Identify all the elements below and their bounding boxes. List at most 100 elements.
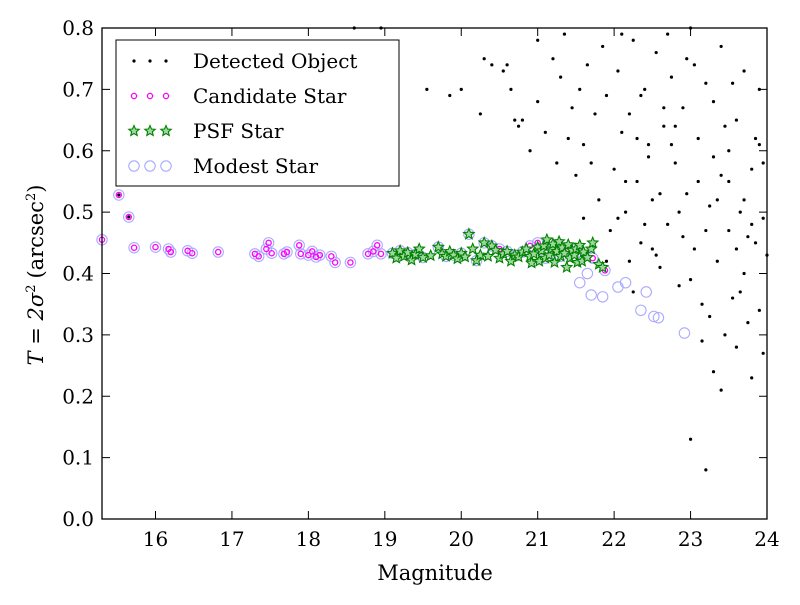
- y-tick-label: 0.4: [62, 262, 94, 286]
- detected-object-point: [639, 93, 643, 98]
- detected-object-point: [734, 118, 739, 122]
- detected-object-point: [604, 93, 609, 98]
- modest-star-point: [329, 256, 341, 269]
- candidate-star-point: [130, 244, 138, 251]
- detected-object-point: [692, 247, 696, 251]
- detected-object-point: [727, 228, 731, 233]
- detected-object-point: [688, 437, 693, 441]
- detected-object-point: [723, 333, 727, 337]
- y-tick-label: 0.3: [62, 323, 94, 347]
- detected-object-point: [757, 308, 761, 312]
- detected-object-point: [513, 118, 517, 122]
- detected-object-point: [753, 136, 758, 141]
- detected-object-point: [700, 339, 704, 343]
- candidate-star-point: [115, 191, 123, 199]
- modest-star-point: [596, 291, 609, 303]
- candidate-star-point: [370, 248, 377, 255]
- modest-star-point: [123, 211, 135, 223]
- x-axis-label: Magnitude: [377, 561, 493, 585]
- detected-object-point: [616, 216, 620, 220]
- detected-object-point: [482, 57, 486, 61]
- psf-star-point: [431, 240, 445, 253]
- detected-object-point: [742, 271, 746, 276]
- detected-object-point: [589, 161, 593, 165]
- modest-star-point: [581, 267, 594, 280]
- detected-object-point: [635, 136, 639, 141]
- candidate-star-point: [347, 259, 354, 266]
- modest-star-point: [281, 246, 293, 258]
- detected-object-point: [127, 215, 131, 219]
- psf-star-point: [424, 248, 438, 262]
- detected-object-point: [719, 44, 723, 49]
- modest-star-point: [612, 281, 624, 293]
- x-tick-label: 16: [143, 527, 168, 551]
- detected-object-point: [650, 247, 654, 251]
- candidate-star-point: [265, 239, 272, 247]
- legend-marker-psf-star: [143, 124, 157, 137]
- psf-star-point: [580, 250, 594, 264]
- detected-object-point: [711, 155, 716, 159]
- detected-object-point: [509, 87, 513, 91]
- detected-object-point: [742, 69, 746, 73]
- detected-object-point: [723, 124, 727, 128]
- candidate-star-point: [263, 245, 270, 253]
- detected-object-point: [685, 192, 689, 196]
- detected-object-point: [570, 106, 574, 110]
- detected-object-point: [704, 228, 708, 233]
- detected-object-point: [528, 149, 532, 153]
- detected-object-point: [669, 75, 674, 79]
- detected-object-point: [566, 136, 570, 141]
- detected-object-point: [543, 130, 547, 134]
- detected-object-point: [746, 321, 750, 325]
- legend-marker-psf-star: [159, 124, 173, 137]
- detected-object-point: [555, 161, 559, 165]
- modest-star-point: [325, 250, 338, 263]
- modest-star-point: [635, 304, 647, 317]
- detected-object-point: [623, 179, 628, 184]
- detected-object-point: [578, 87, 582, 91]
- detected-object-point: [635, 179, 639, 184]
- y-tick-label: 0.6: [62, 139, 94, 163]
- x-tick-label: 17: [219, 527, 244, 551]
- detected-object-point: [478, 112, 482, 116]
- x-tick-label: 19: [372, 527, 397, 551]
- detected-object-point: [581, 216, 586, 220]
- legend-label-detected-object: Detected Object: [193, 49, 357, 73]
- detected-object-point: [738, 210, 742, 214]
- detected-object-point: [505, 63, 509, 67]
- x-tick-label: 20: [449, 527, 474, 551]
- candidate-star-point: [364, 250, 372, 258]
- legend-marker-modest-star: [128, 160, 140, 172]
- detected-object-point: [753, 241, 758, 245]
- modest-star-point: [113, 189, 125, 201]
- y-axis-label: T = 2σ2(arcsec2): [24, 185, 48, 366]
- detected-object-point: [696, 179, 700, 184]
- psf-star-point: [481, 249, 495, 262]
- psf-star-point: [586, 235, 600, 249]
- detected-object-point: [761, 351, 765, 355]
- candidate-star-point: [188, 249, 196, 257]
- candidate-star-point: [377, 250, 385, 258]
- detected-object-point: [562, 32, 567, 36]
- modest-star-point: [678, 327, 691, 339]
- detected-object-point: [742, 198, 746, 202]
- psf-star-point: [542, 248, 556, 261]
- psf-star-point: [596, 260, 610, 273]
- detected-object-point: [620, 130, 624, 134]
- detected-object-point: [643, 222, 647, 226]
- detected-object-point: [646, 143, 651, 147]
- detected-object-point: [677, 210, 681, 214]
- detected-object-point: [685, 57, 689, 61]
- modest-star-point: [149, 241, 162, 253]
- legend: Detected Object Candidate Star PSF Star Mod…: [115, 39, 400, 187]
- detected-object-point: [650, 198, 654, 202]
- modest-star-point: [344, 256, 357, 269]
- detected-object-point: [490, 63, 494, 67]
- detected-object-point: [662, 124, 666, 128]
- psf-star-point: [412, 242, 426, 255]
- detected-object-point: [700, 302, 704, 306]
- y-tick-label: 0.7: [62, 77, 94, 101]
- detected-object-point: [585, 63, 589, 67]
